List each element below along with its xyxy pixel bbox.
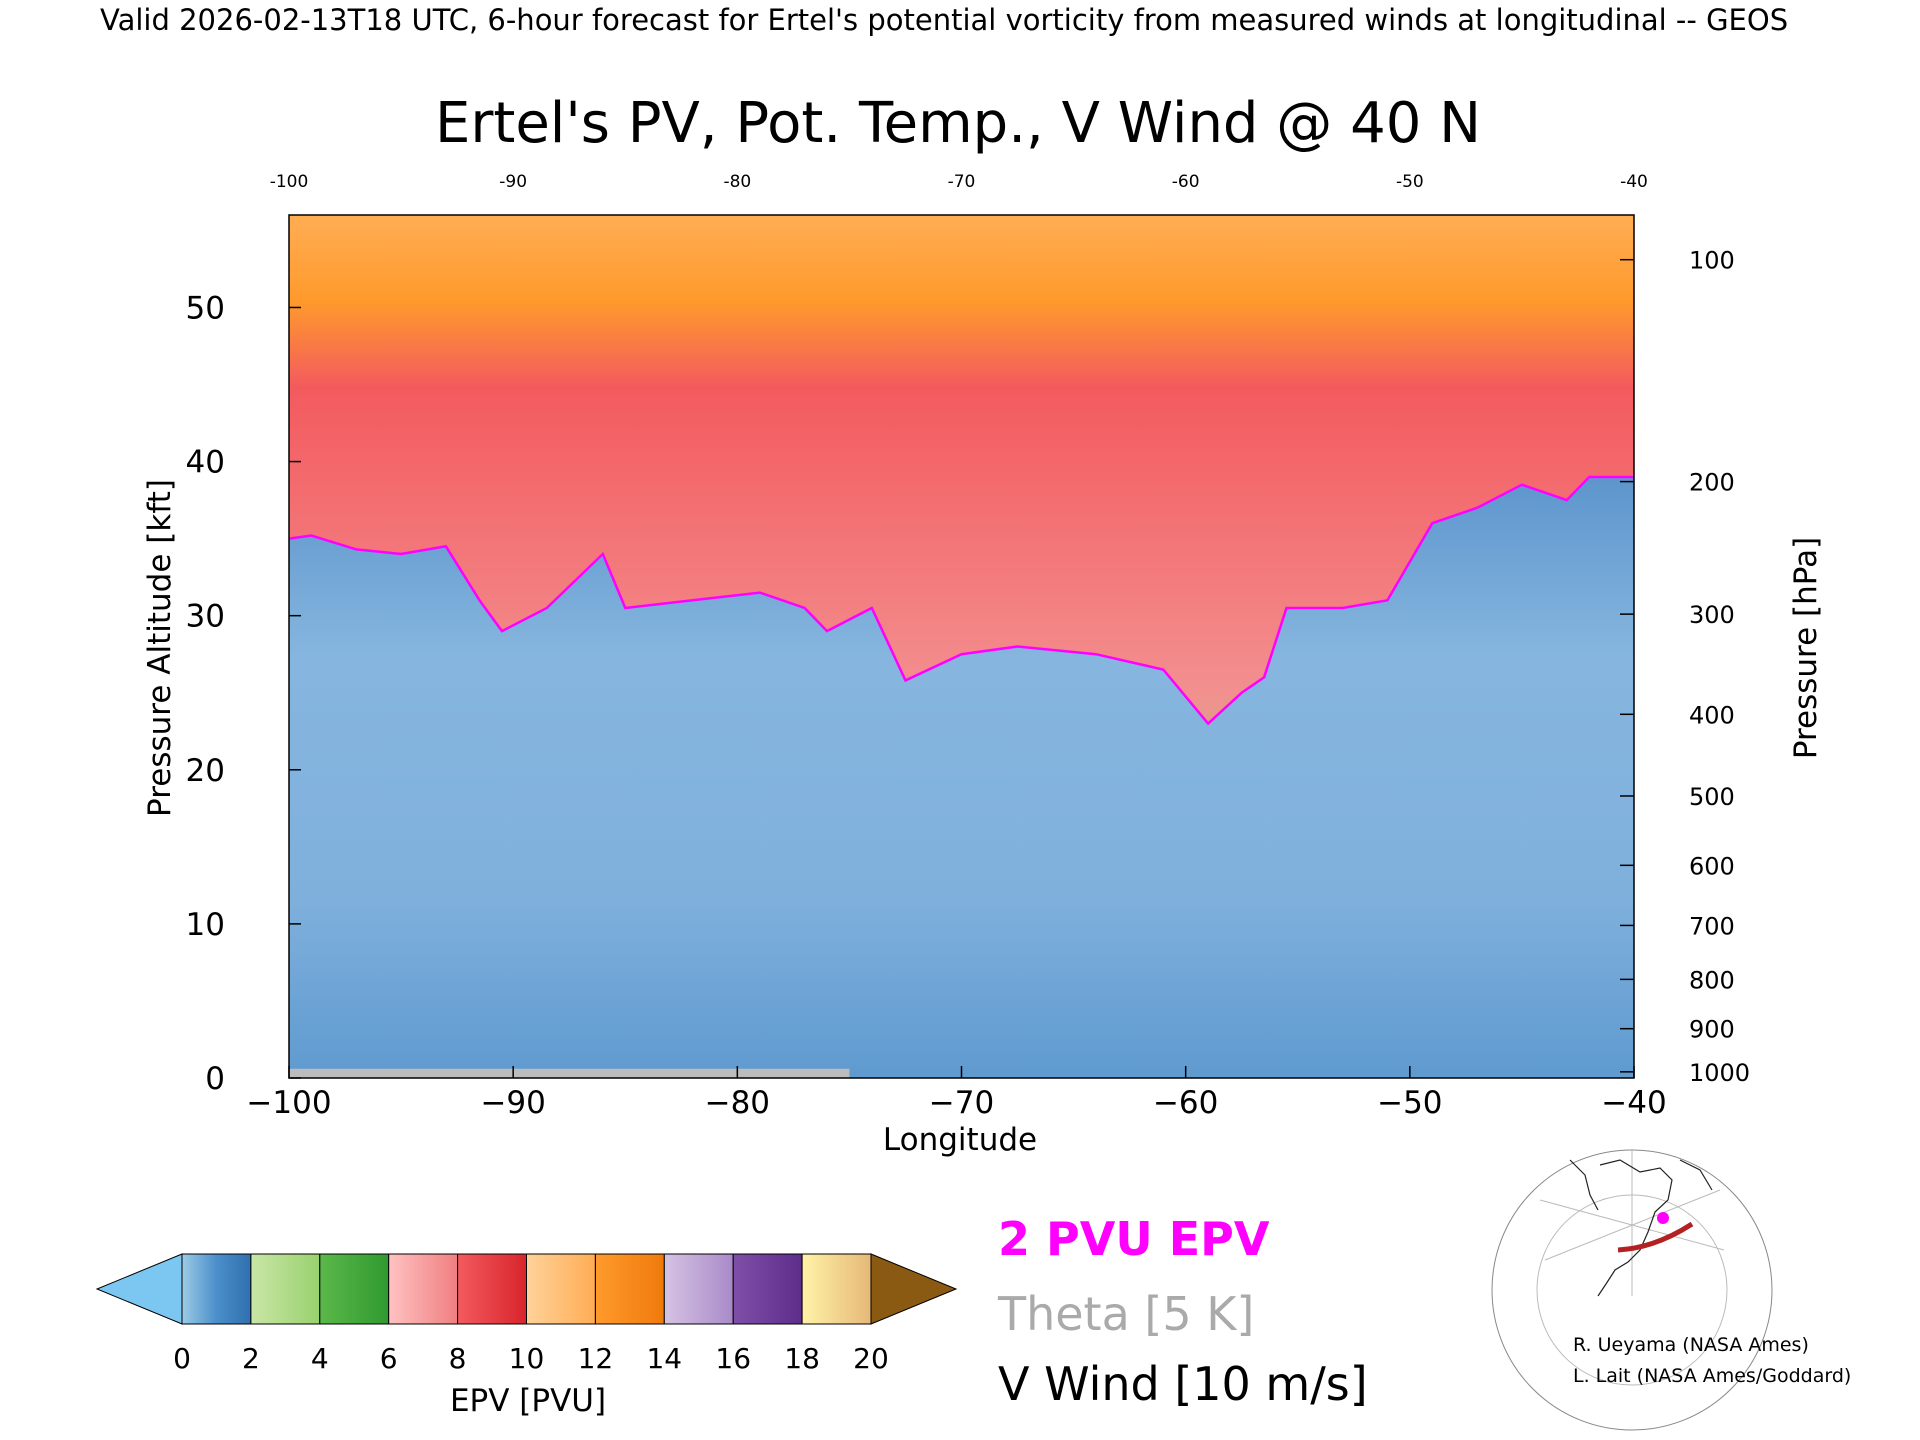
colorbar-tick-label: 4 — [311, 1342, 329, 1375]
colorbar-segment — [732, 1253, 803, 1325]
pressure-tick-label: 1000 — [1689, 1059, 1750, 1087]
y-tick-label: 40 — [186, 445, 225, 481]
x-axis-top: -100 -90 -80 -70 -60 -50 -40 — [270, 172, 1648, 192]
y-tick-label: 30 — [186, 599, 225, 635]
colorbar-tick-label: 2 — [242, 1342, 260, 1375]
legend: 2 PVU EPV Theta [5 K] V Wind [10 m/s] — [997, 1212, 1368, 1411]
pressure-tick-label: 700 — [1689, 912, 1735, 940]
colorbar-tick-label: 8 — [449, 1342, 467, 1375]
locator-map — [1491, 1147, 1773, 1431]
colorbar-tick-label: 14 — [646, 1342, 682, 1375]
x-tick-label: −40 — [1601, 1085, 1666, 1121]
colorbar-tick-label: 20 — [853, 1342, 889, 1375]
x-top-tick-label: -40 — [1620, 172, 1648, 192]
map-location-marker — [1657, 1212, 1669, 1224]
colorbar-segment — [457, 1253, 528, 1325]
x-top-tick-label: -90 — [499, 172, 527, 192]
colorbar-tick-label: 6 — [380, 1342, 398, 1375]
x-tick-label: −50 — [1377, 1085, 1442, 1121]
credit-line-2: L. Lait (NASA Ames/Goddard) — [1573, 1365, 1851, 1387]
x-top-tick-label: -100 — [270, 172, 309, 192]
header-valid-line: Valid 2026-02-13T18 UTC, 6-hour forecast… — [100, 3, 1788, 37]
chart-title: Ertel's PV, Pot. Temp., V Wind @ 40 N — [435, 91, 1481, 156]
colorbar-label: EPV [PVU] — [450, 1383, 606, 1419]
terrain-mask — [289, 1068, 850, 1078]
plot-area — [289, 215, 1634, 1078]
y-tick-label: 50 — [186, 290, 225, 326]
legend-entry-theta: Theta [5 K] — [997, 1287, 1254, 1341]
map-coastline — [1569, 1159, 1713, 1297]
y-tick-label: 20 — [186, 753, 225, 789]
colorbar-tick-label: 12 — [578, 1342, 614, 1375]
x-tick-label: −90 — [480, 1085, 545, 1121]
x-tick-label: −70 — [929, 1085, 994, 1121]
x-axis-label: Longitude — [883, 1122, 1037, 1158]
pressure-tick-label: 900 — [1689, 1016, 1735, 1044]
pressure-tick-label: 600 — [1689, 852, 1735, 880]
pressure-tick-label: 400 — [1689, 701, 1735, 729]
colorbar-tick-label: 10 — [509, 1342, 545, 1375]
credit-line-1: R. Ueyama (NASA Ames) — [1573, 1334, 1809, 1356]
colorbar-segment — [388, 1253, 459, 1325]
colorbar-under-arrow — [95, 1253, 183, 1325]
colorbar-over-arrow — [870, 1253, 958, 1325]
colorbar-segment — [319, 1253, 390, 1325]
legend-entry-vwind: V Wind [10 m/s] — [998, 1357, 1368, 1411]
colorbar-segment — [250, 1253, 321, 1325]
colorbar-segment — [801, 1253, 872, 1325]
colorbar-tick-label: 18 — [784, 1342, 820, 1375]
y-axis-right-pressure: 100 200 300 400 500 600 700 800 900 1000 — [1620, 247, 1750, 1087]
x-top-tick-label: -80 — [723, 172, 751, 192]
colorbar-segment — [526, 1253, 596, 1325]
pressure-tick-label: 100 — [1689, 247, 1735, 275]
x-top-tick-label: -60 — [1172, 172, 1200, 192]
y-axis-label: Pressure Altitude [kft] — [142, 479, 178, 817]
colorbar-tick-label: 0 — [173, 1342, 191, 1375]
x-top-tick-label: -50 — [1396, 172, 1424, 192]
pressure-tick-label: 800 — [1689, 966, 1735, 994]
colorbar-segment — [594, 1253, 665, 1325]
pressure-tick-label: 200 — [1689, 469, 1735, 497]
x-tick-label: −100 — [246, 1085, 331, 1121]
y-axis-right-label: Pressure [hPa] — [1788, 537, 1824, 759]
colorbar-tick-label: 16 — [715, 1342, 751, 1375]
y-tick-label: 0 — [205, 1061, 225, 1097]
x-tick-label: −60 — [1153, 1085, 1218, 1121]
colorbar-segment — [181, 1253, 252, 1325]
troposphere-fill — [289, 477, 1634, 1078]
x-axis-bottom: −100 −90 −80 −70 −60 −50 −40 — [246, 1066, 1667, 1121]
x-tick-label: −80 — [705, 1085, 770, 1121]
legend-entry-pvu: 2 PVU EPV — [998, 1212, 1270, 1266]
colorbar: 0 2 4 6 8 10 12 14 16 18 20 — [95, 1253, 958, 1375]
map-cross-section-path — [1617, 1221, 1694, 1253]
colorbar-segment — [663, 1253, 734, 1325]
tropopause-2pvu-contour — [288, 475, 1634, 726]
pressure-tick-label: 300 — [1689, 601, 1735, 629]
x-top-tick-label: -70 — [948, 172, 976, 192]
y-axis-left: 0 10 20 30 40 50 — [186, 290, 301, 1097]
pressure-tick-label: 500 — [1689, 783, 1735, 811]
y-tick-label: 10 — [186, 907, 225, 943]
